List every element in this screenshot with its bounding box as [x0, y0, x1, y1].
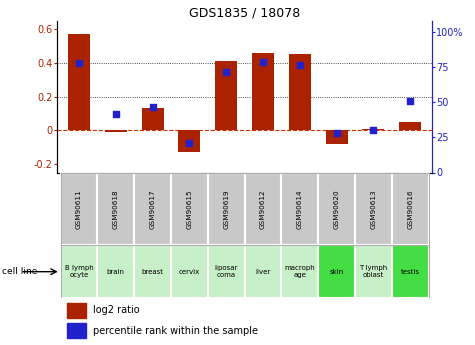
Bar [392, 172, 428, 245]
Text: GSM90613: GSM90613 [370, 189, 376, 228]
Text: cervix: cervix [179, 269, 200, 275]
Bar [245, 245, 281, 298]
Point [296, 62, 304, 67]
Bar [97, 172, 134, 245]
Text: GSM90612: GSM90612 [260, 189, 266, 228]
Text: macroph
age: macroph age [285, 265, 315, 278]
Bar [392, 245, 428, 298]
Bar [134, 172, 171, 245]
Bar [61, 172, 97, 245]
Title: GDS1835 / 18078: GDS1835 / 18078 [189, 7, 300, 20]
Text: log2 ratio: log2 ratio [93, 305, 140, 315]
Text: GSM90615: GSM90615 [187, 189, 192, 228]
Bar [399, 122, 421, 130]
Bar [245, 172, 281, 245]
Bar [281, 245, 318, 298]
Text: liposar
coma: liposar coma [215, 265, 238, 278]
Point [370, 128, 377, 133]
Bar [134, 245, 171, 298]
Bar [208, 172, 245, 245]
Text: skin: skin [330, 269, 344, 275]
Point [259, 59, 267, 65]
Point [149, 104, 156, 109]
Point [407, 98, 414, 104]
Point [333, 130, 341, 136]
Bar [66, 323, 85, 338]
Bar [105, 130, 127, 132]
Bar [66, 303, 85, 317]
Bar [215, 61, 238, 130]
Bar [179, 130, 200, 152]
Text: brain: brain [107, 269, 125, 275]
Bar [362, 129, 384, 130]
Text: GSM90614: GSM90614 [297, 189, 303, 228]
Point [75, 60, 83, 66]
Bar [171, 245, 208, 298]
Bar [289, 55, 311, 130]
Bar [252, 53, 274, 130]
Text: breast: breast [142, 269, 164, 275]
Bar [61, 245, 97, 298]
Text: B lymph
ocyte: B lymph ocyte [65, 265, 94, 278]
Bar [318, 172, 355, 245]
Text: GSM90618: GSM90618 [113, 189, 119, 228]
Bar [97, 245, 134, 298]
Text: T lymph
oblast: T lymph oblast [359, 265, 388, 278]
Bar [208, 245, 245, 298]
Text: GSM90619: GSM90619 [223, 189, 229, 228]
Bar [355, 172, 392, 245]
Text: GSM90617: GSM90617 [150, 189, 156, 228]
Bar [68, 34, 90, 130]
Bar [281, 172, 318, 245]
Text: percentile rank within the sample: percentile rank within the sample [93, 326, 258, 336]
Bar [142, 108, 164, 130]
Text: GSM90616: GSM90616 [407, 189, 413, 228]
Point [186, 140, 193, 146]
Bar [325, 130, 348, 144]
Point [222, 69, 230, 74]
Point [112, 111, 120, 116]
Text: testis: testis [401, 269, 420, 275]
Text: GSM90611: GSM90611 [76, 189, 82, 228]
Bar [171, 172, 208, 245]
Text: liver: liver [256, 269, 271, 275]
Text: GSM90620: GSM90620 [333, 189, 340, 228]
Text: cell line: cell line [2, 267, 38, 276]
Bar [355, 245, 392, 298]
Bar [318, 245, 355, 298]
